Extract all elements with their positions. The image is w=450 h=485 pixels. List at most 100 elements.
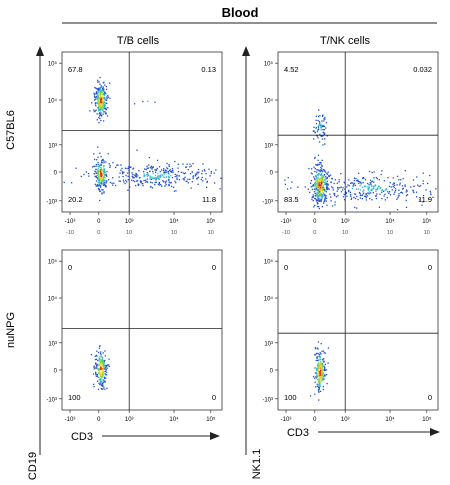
event-dot	[100, 375, 102, 377]
event-dot	[323, 174, 326, 176]
event-dot	[97, 87, 100, 89]
nk11-label: NK1.1	[251, 449, 263, 480]
event-dot	[323, 176, 325, 178]
event-dot	[318, 172, 320, 174]
event-dot	[106, 115, 109, 117]
event-dot	[322, 114, 324, 116]
event-dot	[321, 198, 323, 200]
event-dot	[168, 165, 170, 167]
x-tick-label: 10⁴	[169, 416, 179, 423]
event-dot	[121, 167, 123, 170]
event-dot	[323, 179, 326, 181]
event-dot	[97, 170, 100, 172]
event-dot	[317, 199, 319, 201]
event-dot	[104, 367, 106, 369]
event-dot	[316, 178, 318, 180]
event-dot	[370, 192, 372, 194]
event-dot	[101, 183, 103, 186]
event-dot	[104, 177, 106, 179]
event-dot	[100, 175, 102, 177]
event-dot	[166, 162, 168, 165]
event-dot	[320, 179, 322, 181]
event-dot	[336, 190, 338, 192]
event-dot	[405, 189, 408, 191]
event-dot	[103, 361, 105, 363]
event-dot	[323, 200, 325, 203]
event-dot	[343, 181, 345, 183]
event-dot	[435, 188, 437, 190]
quadrant-label-bottom-left: 20.2	[68, 195, 83, 204]
event-dot	[103, 101, 105, 103]
event-dot	[101, 358, 103, 361]
event-dot	[320, 367, 322, 369]
quadrant-label-top-left: 4.52	[284, 65, 299, 74]
event-dot	[318, 192, 320, 194]
event-dot	[101, 102, 103, 104]
event-dot	[362, 177, 364, 179]
event-dot	[164, 171, 166, 173]
event-dot	[104, 84, 106, 86]
event-dot	[99, 369, 101, 372]
event-dot	[357, 179, 359, 181]
event-dot	[324, 143, 326, 145]
event-dot	[410, 186, 412, 188]
event-dot	[103, 365, 105, 367]
event-dot	[103, 170, 105, 173]
event-dot	[357, 198, 359, 201]
event-dot	[169, 169, 171, 171]
event-dot	[348, 189, 350, 191]
event-dot	[101, 99, 104, 101]
event-dot	[192, 177, 194, 180]
event-dot	[318, 182, 320, 184]
event-dot	[123, 171, 125, 173]
event-dot	[94, 98, 97, 100]
event-dot	[100, 352, 102, 355]
event-dot	[317, 383, 319, 385]
event-dot	[321, 365, 323, 367]
event-dot	[396, 198, 398, 200]
event-dot	[320, 375, 322, 377]
event-dot	[163, 168, 165, 170]
event-dot	[129, 186, 131, 188]
event-dot	[103, 111, 105, 113]
event-dot	[154, 184, 156, 186]
event-dot	[99, 90, 101, 92]
event-dot	[104, 92, 106, 94]
event-dot	[323, 360, 325, 362]
event-dot	[201, 176, 203, 179]
event-dot	[189, 163, 191, 165]
event-dot	[317, 128, 320, 130]
event-dot	[103, 168, 106, 170]
event-dot	[315, 369, 318, 371]
event-dot	[192, 176, 194, 178]
event-dot	[312, 130, 314, 132]
event-dot	[132, 167, 135, 169]
event-dot	[321, 125, 324, 128]
event-dot	[316, 192, 318, 194]
event-dot	[325, 197, 328, 199]
event-dot	[143, 171, 145, 173]
event-dot	[100, 169, 102, 171]
event-dot	[194, 175, 197, 177]
event-dot	[392, 183, 394, 185]
event-dot	[98, 101, 100, 103]
event-dot	[101, 357, 104, 359]
event-dot	[190, 187, 192, 189]
event-dot	[384, 199, 386, 201]
event-dot	[314, 367, 316, 369]
event-dot	[358, 172, 360, 174]
event-dot	[137, 175, 139, 177]
event-dot	[127, 179, 129, 181]
event-dot	[376, 193, 378, 195]
event-dot	[103, 377, 106, 379]
event-dot	[399, 184, 401, 186]
event-dot	[97, 359, 99, 362]
event-dot	[103, 160, 105, 162]
event-dot	[102, 367, 105, 369]
event-dot	[370, 183, 372, 185]
event-dot	[162, 180, 164, 182]
event-dot	[103, 97, 106, 100]
event-dot	[99, 358, 101, 361]
event-dot	[106, 170, 108, 173]
event-dot	[323, 133, 326, 136]
